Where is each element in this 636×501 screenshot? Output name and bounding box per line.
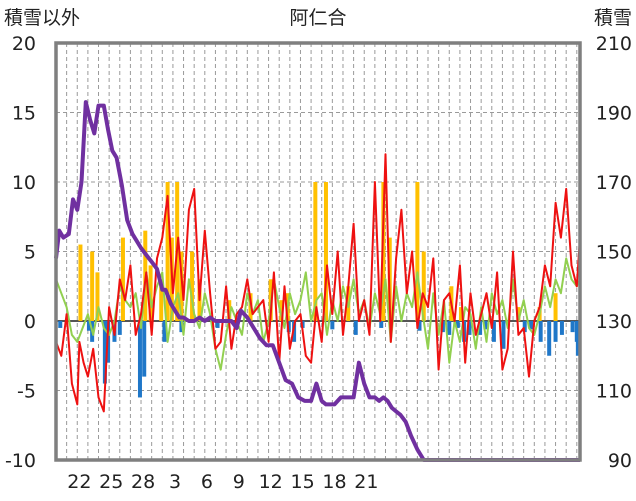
negative-bar: [447, 321, 452, 335]
x-tick-label: 28: [131, 471, 155, 493]
negative-bar: [522, 321, 527, 333]
negative-bar: [478, 321, 483, 335]
plot-frame: [54, 41, 582, 462]
precip-bar: [313, 182, 318, 321]
negative-bar: [547, 321, 552, 356]
x-tick-label: 12: [259, 471, 283, 493]
right-axis-title: 積雪: [594, 7, 632, 29]
negative-bar: [117, 321, 122, 335]
right-tick-label: 110: [596, 381, 632, 403]
negative-bar: [575, 321, 580, 356]
negative-bar: [142, 321, 147, 377]
negative-bar: [330, 321, 335, 330]
series-line-red: [55, 153, 581, 413]
x-tick-label: 25: [99, 471, 123, 493]
precip-bar: [421, 251, 426, 321]
negative-bar: [353, 321, 358, 335]
right-tick-labels: 210 190 170 150 130 110 90: [596, 33, 632, 472]
negative-bar: [559, 321, 564, 335]
precip-bar: [279, 300, 284, 321]
precip-bar: [323, 182, 328, 321]
precip-bar: [458, 307, 463, 321]
precip-bar: [78, 244, 83, 321]
chart-title: 阿仁合: [289, 7, 346, 29]
negative-bar: [538, 321, 543, 342]
left-tick-label: 10: [12, 172, 36, 194]
precip-bar: [95, 272, 100, 321]
negative-bar: [58, 321, 63, 328]
series-line-purple: [54, 100, 580, 462]
negative-bar: [553, 321, 558, 342]
negative-bar: [501, 321, 506, 349]
x-tick-label: 15: [290, 471, 314, 493]
precip-bar: [190, 251, 195, 321]
precip-bar: [90, 251, 95, 321]
left-tick-label: -10: [5, 450, 36, 472]
precip-bar: [227, 300, 232, 321]
x-tick-label: 18: [322, 471, 346, 493]
left-tick-label: 0: [24, 311, 36, 333]
negative-bar: [483, 321, 488, 330]
precip-bar: [415, 182, 420, 321]
negative-bar: [491, 321, 496, 342]
right-tick-label: 170: [596, 172, 632, 194]
negative-bar: [102, 321, 107, 384]
left-tick-label: 5: [24, 242, 36, 264]
left-tick-label: 15: [12, 103, 36, 125]
right-tick-label: 190: [596, 103, 632, 125]
x-tick-label: 21: [354, 471, 378, 493]
negative-bar: [162, 321, 167, 342]
precip-bar: [120, 237, 125, 321]
x-tick-label: 22: [67, 471, 91, 493]
left-tick-label: -5: [17, 381, 36, 403]
negative-bar: [379, 321, 384, 328]
negative-bar: [529, 321, 534, 330]
precip-bar: [148, 265, 153, 321]
x-tick-label: 6: [201, 471, 213, 493]
right-tick-label: 90: [608, 450, 632, 472]
grid-layer: [56, 43, 580, 460]
precip-bar: [553, 293, 558, 321]
negative-bar: [467, 321, 472, 335]
precip-bar: [165, 182, 170, 321]
negative-bar: [179, 321, 184, 333]
precip-bar: [159, 279, 164, 321]
x-tick-labels: 22 25 28 3 6 9 12 15 18 21: [67, 471, 378, 493]
negative-bar: [455, 321, 460, 328]
negative-bar: [86, 321, 91, 331]
negative-bar: [215, 321, 220, 328]
left-tick-label: 20: [12, 33, 36, 55]
x-tick-label: 3: [169, 471, 181, 493]
left-tick-labels: 20 15 10 5 0 -5 -10: [5, 33, 36, 472]
right-tick-label: 210: [596, 33, 632, 55]
right-tick-label: 150: [596, 242, 632, 264]
x-tick-label: 9: [233, 471, 245, 493]
negative-bar: [137, 321, 142, 398]
negative-bar: [417, 321, 422, 331]
lines-layer: [54, 100, 581, 462]
right-tick-label: 130: [596, 311, 632, 333]
negative-bar: [570, 321, 575, 333]
left-axis-title: 積雪以外: [4, 7, 80, 29]
